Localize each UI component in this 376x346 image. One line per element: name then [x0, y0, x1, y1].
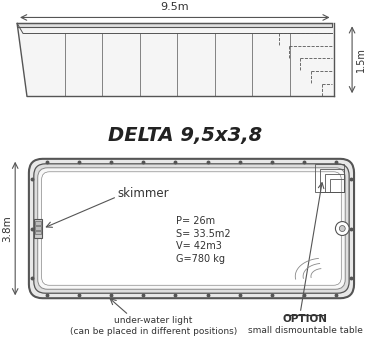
Text: 3.8m: 3.8m [2, 215, 12, 242]
Text: (can be placed in different positions): (can be placed in different positions) [70, 327, 237, 336]
Bar [324, 174, 344, 192]
Bar [34, 219, 42, 238]
Bar [35, 220, 41, 225]
Circle shape [335, 221, 349, 236]
Text: skimmer: skimmer [117, 187, 169, 200]
FancyBboxPatch shape [34, 164, 349, 293]
Text: S= 33.5m2: S= 33.5m2 [176, 228, 230, 238]
Bar [329, 179, 344, 192]
FancyBboxPatch shape [29, 159, 354, 298]
Bar [35, 230, 41, 235]
Bar [35, 226, 41, 229]
Text: DELTA 9,5x3,8: DELTA 9,5x3,8 [108, 126, 263, 145]
Bar [315, 164, 344, 192]
Circle shape [340, 226, 345, 231]
FancyBboxPatch shape [42, 172, 341, 285]
Text: OPTION: OPTION [283, 314, 327, 324]
Text: under-water light: under-water light [114, 316, 193, 325]
Text: 1.5m: 1.5m [356, 47, 366, 72]
Text: G=780 kg: G=780 kg [176, 254, 225, 264]
Text: 9.5m: 9.5m [161, 2, 189, 12]
Bar [320, 169, 344, 192]
Text: V= 42m3: V= 42m3 [176, 242, 222, 252]
Text: P= 26m: P= 26m [176, 216, 215, 226]
FancyBboxPatch shape [38, 168, 345, 289]
Text: small dismountable table: small dismountable table [248, 326, 362, 335]
FancyBboxPatch shape [17, 24, 332, 27]
Polygon shape [17, 24, 335, 96]
